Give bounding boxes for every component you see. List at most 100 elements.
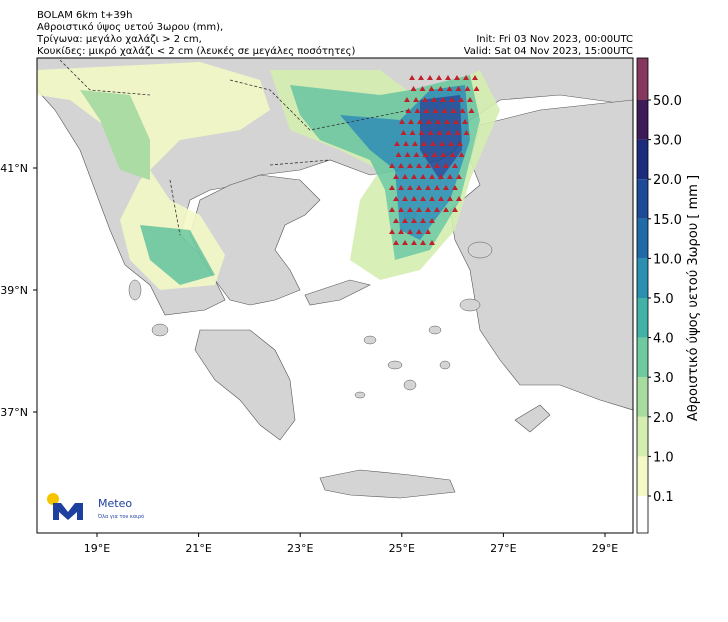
lat-label: 39°N bbox=[0, 284, 28, 297]
hail-triangle bbox=[411, 240, 417, 245]
hail-triangle bbox=[394, 141, 400, 146]
hail-triangle bbox=[425, 229, 431, 234]
lon-label: 25°E bbox=[389, 542, 415, 555]
hail-triangle bbox=[409, 75, 415, 80]
peloponnese bbox=[194, 329, 296, 441]
header-line: Αθροιστικό ύψος υετού 3ωρου (mm), bbox=[37, 21, 223, 33]
hail-triangle bbox=[439, 141, 445, 146]
hail-triangle bbox=[414, 108, 421, 113]
hail-triangle bbox=[436, 75, 442, 80]
colorbar-segment bbox=[637, 139, 648, 180]
hail-triangle bbox=[425, 185, 431, 190]
hail-triangle bbox=[438, 174, 444, 179]
hail-triangle bbox=[404, 97, 410, 102]
hail-triangle bbox=[432, 108, 439, 113]
hail-triangle bbox=[429, 240, 435, 245]
hail-triangle bbox=[430, 141, 436, 146]
hail-triangle bbox=[431, 152, 438, 157]
lon-label: 23°E bbox=[287, 542, 313, 555]
hail-triangle bbox=[436, 130, 443, 135]
hail-triangle bbox=[440, 97, 446, 102]
hail-triangle bbox=[402, 218, 408, 223]
hail-triangle bbox=[425, 163, 431, 168]
lat-labels: 41°N 39°N 37°N bbox=[0, 162, 37, 419]
logo-mark bbox=[53, 503, 83, 520]
colorbar: 0.1 1.0 2.0 3.0 4.0 5.0 10.0 15.0 20.0 30.0 50.0 bbox=[636, 57, 682, 534]
colorbar-label: 20.0 bbox=[653, 173, 682, 188]
hail-triangle bbox=[411, 196, 417, 201]
hail-triangle bbox=[422, 152, 429, 157]
hail-triangle bbox=[412, 141, 418, 146]
hail-triangle bbox=[393, 174, 399, 179]
hail-triangle bbox=[389, 163, 395, 168]
colorbar-frame bbox=[636, 57, 649, 534]
hail-triangle bbox=[413, 152, 420, 157]
hail-triangle bbox=[393, 218, 399, 223]
colorbar-label: 4.0 bbox=[653, 332, 674, 347]
hail-triangle bbox=[409, 130, 416, 135]
hail-triangle bbox=[421, 141, 427, 146]
hail-triangle bbox=[434, 207, 440, 212]
hail-triangle bbox=[420, 174, 426, 179]
hail-triangle bbox=[389, 229, 395, 234]
hail-triangle bbox=[398, 185, 404, 190]
colorbar-label: 15.0 bbox=[653, 213, 682, 228]
hail-triangle bbox=[437, 86, 444, 91]
hail-triangle bbox=[452, 163, 458, 168]
hail-triangle bbox=[398, 207, 404, 212]
hail-triangle bbox=[419, 86, 426, 91]
hail-triangle bbox=[416, 185, 422, 190]
hail-triangle bbox=[467, 97, 473, 102]
colorbar-label: 10.0 bbox=[653, 252, 682, 267]
colorbar-segment bbox=[637, 100, 648, 140]
hail-triangle bbox=[443, 163, 449, 168]
header-line: Τρίγωνα: μεγάλο χαλάζι > 2 cm, bbox=[36, 33, 202, 45]
hail-triangle bbox=[444, 119, 450, 124]
logo-sun bbox=[47, 493, 59, 505]
hail-triangle bbox=[459, 108, 466, 113]
hail-triangle bbox=[395, 152, 402, 157]
colorbar-label: 3.0 bbox=[653, 371, 674, 386]
hail-triangle bbox=[429, 174, 435, 179]
logo: Meteo Όλα για τον καιρό bbox=[47, 493, 144, 520]
logo-tagline: Όλα για τον καιρό bbox=[97, 513, 144, 520]
colorbar-segment bbox=[637, 456, 648, 496]
hail-triangle bbox=[463, 130, 470, 135]
lat-label: 41°N bbox=[0, 162, 28, 175]
hail-triangles bbox=[389, 75, 480, 245]
hail-triangle bbox=[428, 86, 435, 91]
hail-triangle bbox=[389, 207, 395, 212]
hail-triangle bbox=[426, 119, 432, 124]
crete bbox=[319, 469, 456, 499]
hail-triangle bbox=[427, 130, 434, 135]
map-area bbox=[37, 58, 633, 533]
hail-triangle bbox=[420, 240, 426, 245]
header: BOLAM 6km t+39h Αθροιστικό ύψος υετού 3ω… bbox=[36, 10, 633, 57]
colorbar-segment bbox=[637, 337, 648, 378]
precipitation bbox=[37, 62, 500, 290]
lon-label: 29°E bbox=[592, 542, 618, 555]
colorbar-segment bbox=[637, 416, 648, 457]
hail-triangle bbox=[453, 119, 459, 124]
map-frame bbox=[36, 57, 634, 534]
header-line: Κουκίδες: μικρό χαλάζι < 2 cm (λευκές σε… bbox=[37, 45, 356, 57]
hail-triangle bbox=[472, 75, 478, 80]
lon-labels: 19°E 21°E 23°E 25°E 27°E 29°E bbox=[84, 533, 618, 555]
colorbar-segment bbox=[637, 179, 648, 219]
hail-triangle bbox=[464, 86, 471, 91]
colorbar-segment bbox=[637, 377, 648, 417]
logo-name: Meteo bbox=[98, 497, 132, 510]
hail-triangle bbox=[418, 130, 425, 135]
hail-triangle bbox=[435, 119, 441, 124]
colorbar-segment bbox=[637, 298, 648, 338]
hail-triangle bbox=[427, 75, 433, 80]
hail-triangle bbox=[408, 119, 414, 124]
hail-triangle bbox=[389, 185, 395, 190]
rhodes bbox=[514, 404, 551, 433]
hail-triangle bbox=[449, 97, 455, 102]
hail-triangle bbox=[393, 240, 399, 245]
colorbar-title: Αθροιστικό ύψος υετού 3ωρου [ mm ] bbox=[686, 175, 701, 421]
colorbar-label: 0.1 bbox=[653, 490, 674, 505]
hail-triangle bbox=[447, 174, 453, 179]
